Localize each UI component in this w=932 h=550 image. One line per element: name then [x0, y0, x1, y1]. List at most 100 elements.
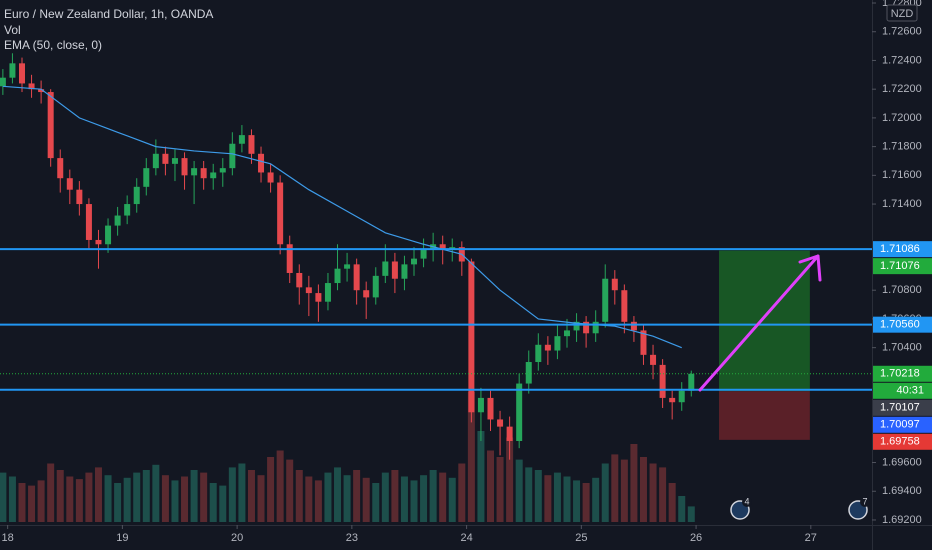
y-tick-label: 1.72800: [882, 0, 922, 9]
volume-bar: [372, 483, 380, 522]
volume-bar: [400, 476, 408, 522]
candle-body: [28, 83, 35, 90]
candle-body: [506, 426, 513, 441]
event-icon[interactable]: 7: [848, 496, 870, 520]
x-tick-label: 26: [690, 532, 702, 544]
price-tag: [873, 241, 932, 258]
volume-bar: [104, 475, 112, 522]
y-tick-label: 1.69400: [882, 485, 922, 497]
candle-body: [305, 287, 312, 294]
price-tag-label: 1.70560: [880, 319, 920, 331]
volume-bar: [592, 477, 600, 522]
volume-bar: [181, 476, 189, 522]
volume-bar: [458, 463, 466, 522]
event-icon[interactable]: 4: [730, 496, 752, 520]
volume-bar: [410, 480, 418, 522]
volume-bar: [553, 472, 561, 522]
volume-bar: [161, 475, 169, 522]
currency: NZD: [891, 8, 914, 20]
volume-bar: [334, 467, 342, 522]
y-tick-label: 1.71600: [882, 169, 922, 181]
candle-body: [669, 397, 676, 403]
price-tag: [873, 433, 932, 450]
candle-body: [248, 135, 255, 154]
volume-bar: [573, 480, 581, 522]
volume-bar: [649, 463, 657, 522]
y-tick-label: 1.71400: [882, 198, 922, 210]
x-tick-label: 27: [805, 532, 817, 544]
price-tag: [873, 316, 932, 333]
candle-body: [477, 397, 484, 413]
candle-body: [401, 264, 408, 279]
price-tag: [873, 416, 932, 433]
volume-bar: [448, 477, 456, 522]
y-tick-label: 1.72000: [882, 112, 922, 124]
price-tag-label: 1.70097: [880, 419, 920, 431]
volume-bar: [267, 457, 275, 522]
candle-body: [621, 290, 628, 322]
volume-bar: [8, 476, 16, 522]
x-tick-label: 23: [346, 532, 358, 544]
volume-bar: [257, 475, 265, 522]
candle-body: [66, 178, 73, 190]
volume-bar: [496, 457, 504, 522]
y-tick-label: 1.72600: [882, 26, 922, 38]
volume-bar: [487, 450, 494, 522]
volume-bar: [467, 392, 475, 522]
candle-body: [344, 264, 351, 269]
volume-bar: [66, 476, 74, 522]
volume-bar: [639, 457, 647, 522]
volume-bar: [582, 483, 590, 522]
candle-body: [0, 77, 6, 87]
candle-body: [420, 250, 427, 259]
y-tick-label: 1.70400: [882, 342, 922, 354]
countdown: 40:31: [896, 385, 924, 397]
candle-body: [219, 168, 226, 173]
volume-bar: [190, 470, 198, 522]
volume-bar: [324, 472, 332, 522]
volume-bar: [343, 475, 351, 522]
target-zone: [719, 250, 810, 392]
candle-body: [363, 290, 370, 298]
volume-bar: [678, 496, 686, 522]
volume-bar: [305, 476, 313, 522]
volume-bar: [75, 479, 83, 522]
volume-bar: [420, 475, 428, 522]
volume-bar: [200, 472, 208, 522]
candle-body: [554, 336, 561, 351]
stop-zone: [719, 391, 810, 440]
candle-body: [602, 278, 609, 322]
candle-body: [678, 390, 685, 403]
candle-body: [191, 168, 198, 176]
volume-bar: [601, 463, 609, 522]
volume-bar: [286, 459, 294, 522]
volume-bar: [209, 483, 217, 522]
candle-body: [640, 330, 647, 355]
volume-bar: [563, 476, 571, 522]
candle-body: [258, 153, 265, 173]
candle-body: [143, 168, 150, 187]
price-tag: [873, 258, 932, 275]
candle-body: [659, 364, 666, 398]
candle-body: [229, 143, 236, 169]
x-tick-label: 24: [460, 532, 472, 544]
volume-bar: [362, 477, 370, 522]
candle-body: [592, 321, 599, 334]
candle-body: [411, 258, 418, 265]
ema-line: [2, 85, 682, 349]
currency-box: [886, 4, 918, 22]
candle-body: [47, 92, 54, 159]
volume-bar: [56, 470, 64, 522]
candle-body: [105, 225, 112, 245]
volume-bar: [381, 472, 389, 522]
candle-body: [114, 215, 121, 226]
candle-body: [181, 158, 188, 176]
x-tick-label: 19: [116, 532, 128, 544]
price-tag-label: 1.69758: [880, 436, 920, 448]
candle-body: [573, 321, 580, 331]
y-tick-label: 1.72400: [882, 54, 922, 66]
candle-body: [210, 172, 217, 179]
candle-body: [133, 186, 140, 205]
event-count: 4: [744, 496, 749, 506]
volume-bar: [47, 463, 55, 522]
